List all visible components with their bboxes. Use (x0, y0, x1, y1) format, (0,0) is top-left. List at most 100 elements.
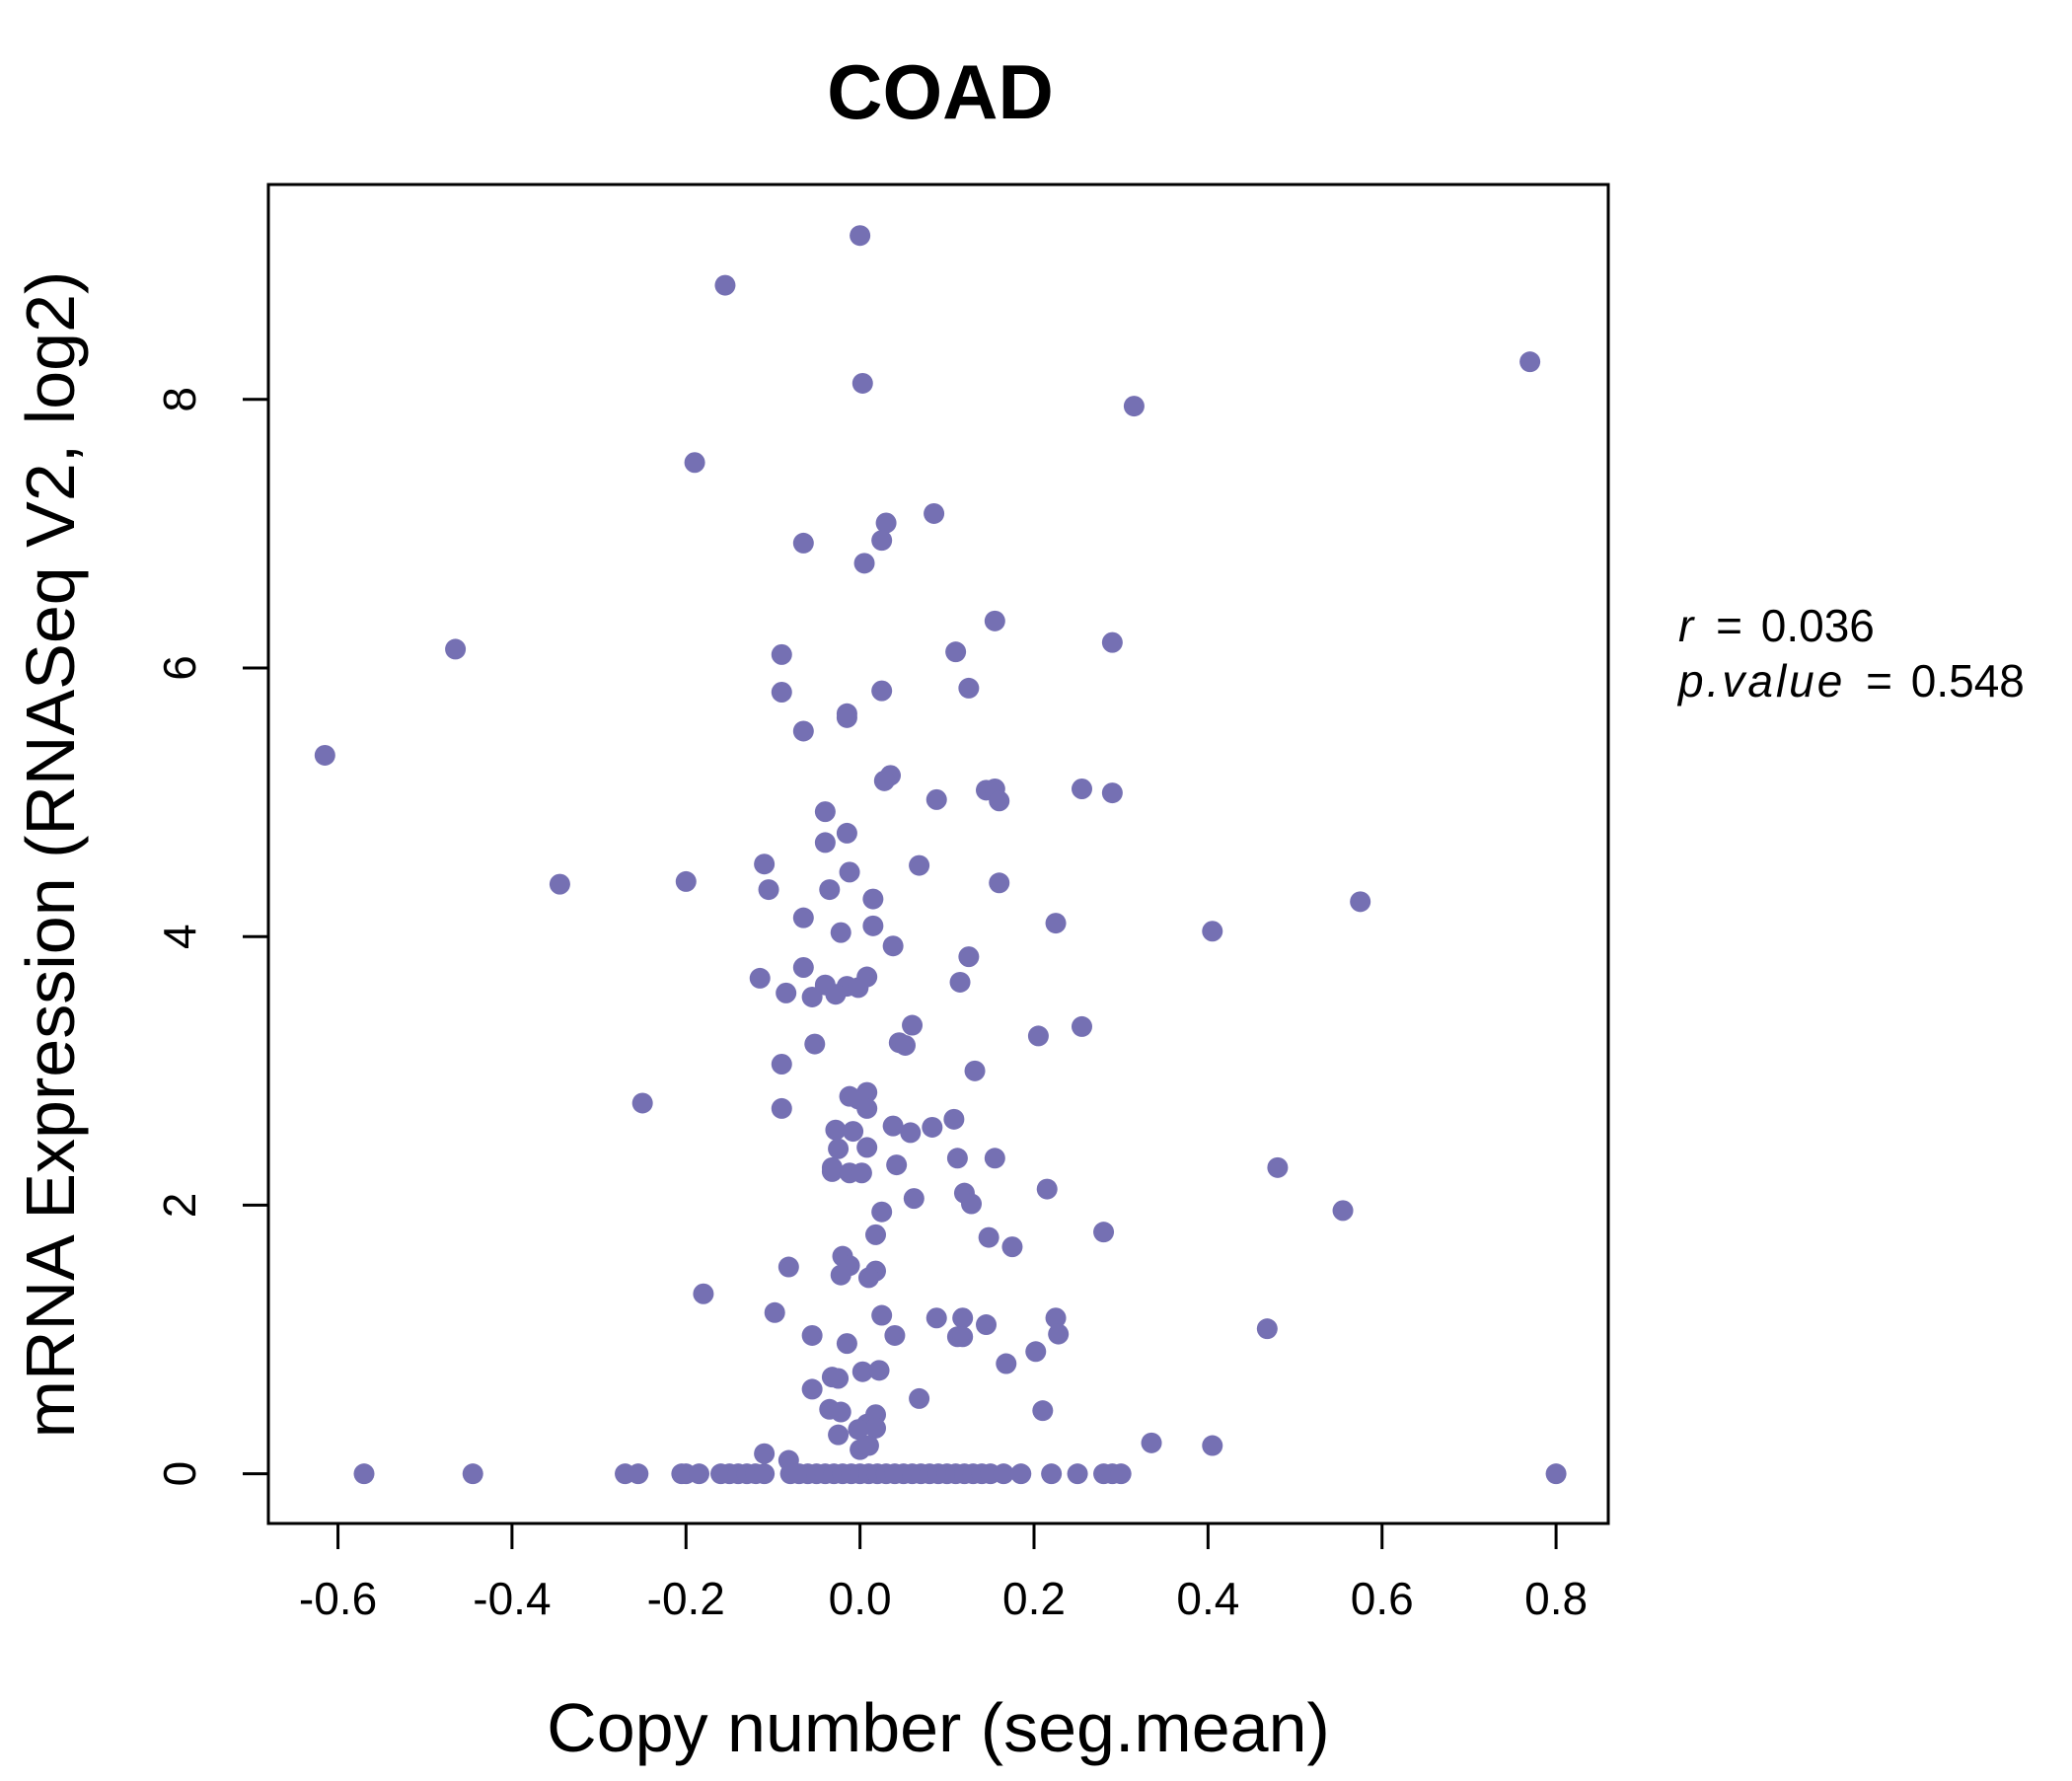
data-point (857, 1267, 879, 1289)
r-equals: = (1716, 600, 1742, 651)
p-value-equals: = (1866, 655, 1892, 706)
p-value-statistic: p.value = 0.548 (1676, 655, 2025, 706)
data-point (900, 1122, 922, 1144)
data-point (1093, 1222, 1115, 1243)
data-point (1256, 1318, 1278, 1340)
data-point (754, 1463, 776, 1485)
x-axis-title: Copy number (seg.mean) (547, 1689, 1330, 1766)
data-points (314, 225, 1567, 1485)
data-point (850, 225, 871, 247)
data-point (814, 832, 836, 853)
data-point (764, 1301, 785, 1323)
data-point (1545, 1463, 1567, 1485)
data-point (549, 873, 570, 895)
data-point (792, 907, 814, 928)
data-point (684, 452, 705, 474)
data-point (631, 1092, 653, 1114)
data-point (946, 1148, 968, 1169)
data-point (873, 770, 895, 791)
y-tick-label: 8 (154, 387, 205, 412)
data-point (462, 1463, 483, 1485)
data-point (862, 915, 884, 936)
data-point (1025, 1341, 1047, 1363)
data-point (828, 1424, 850, 1446)
data-point (749, 967, 771, 989)
data-point (884, 1324, 906, 1346)
data-point (978, 1226, 999, 1248)
data-point (825, 984, 847, 1005)
data-point (771, 681, 792, 703)
data-point (693, 1283, 714, 1304)
data-point (996, 1353, 1017, 1374)
data-point (801, 1378, 823, 1400)
y-tick-label: 2 (154, 1193, 205, 1219)
data-point (851, 1162, 872, 1184)
data-point (689, 1463, 709, 1485)
data-point (801, 986, 823, 1007)
data-point (993, 1463, 1014, 1485)
data-point (984, 1148, 1005, 1169)
data-point (886, 1154, 908, 1176)
y-tick-label: 0 (154, 1461, 205, 1487)
x-axis: -0.6 -0.4 -0.2 0.0 0.2 0.4 0.6 0.8 (299, 1521, 1588, 1624)
data-point (1141, 1432, 1162, 1453)
data-point (952, 1326, 974, 1348)
data-point (839, 861, 860, 883)
data-point (819, 879, 841, 901)
data-point (952, 1307, 974, 1329)
data-point (821, 1160, 843, 1182)
data-point (924, 502, 945, 524)
data-point (902, 1014, 924, 1036)
data-point (925, 1307, 947, 1329)
data-point (894, 1034, 916, 1056)
data-point (871, 1201, 893, 1223)
data-point (843, 1121, 864, 1143)
data-point (754, 1443, 776, 1464)
x-tick-label: -0.6 (299, 1573, 377, 1624)
data-point (828, 1138, 850, 1159)
data-point (1267, 1156, 1289, 1178)
data-point (856, 1137, 878, 1158)
data-point (1067, 1463, 1088, 1485)
data-point (1032, 1400, 1054, 1422)
data-point (875, 512, 897, 534)
y-axis: 0 2 4 6 8 (154, 387, 270, 1487)
data-point (1202, 921, 1223, 942)
data-point (714, 274, 736, 296)
data-point (825, 1119, 847, 1141)
data-point (792, 532, 814, 554)
data-point (1350, 891, 1371, 913)
data-point (909, 854, 930, 876)
data-point (1110, 1463, 1132, 1485)
data-point (989, 872, 1010, 894)
data-point (830, 1264, 851, 1286)
data-point (771, 643, 792, 665)
data-point (1123, 396, 1145, 417)
r-statistic: r = 0.036 (1678, 600, 1875, 651)
x-tick-label: 0.8 (1524, 1573, 1588, 1624)
p-value-label: p.value (1676, 655, 1845, 706)
data-point (814, 801, 836, 823)
data-point (1202, 1435, 1223, 1456)
data-point (882, 935, 904, 957)
data-point (1045, 913, 1067, 934)
data-point (853, 553, 875, 574)
data-point (989, 790, 1010, 812)
data-point (830, 1401, 851, 1423)
data-point (353, 1463, 375, 1485)
data-point (868, 1360, 890, 1381)
data-point (922, 1116, 943, 1138)
x-tick-label: 0.6 (1351, 1573, 1414, 1624)
data-point (771, 1054, 792, 1076)
data-point (1072, 778, 1092, 799)
data-point (792, 957, 814, 979)
data-point (1027, 1025, 1049, 1047)
data-point (976, 1314, 997, 1336)
data-point (871, 530, 893, 552)
data-point (828, 1368, 850, 1389)
chart-title: COAD (827, 48, 1054, 135)
data-point (754, 853, 776, 875)
